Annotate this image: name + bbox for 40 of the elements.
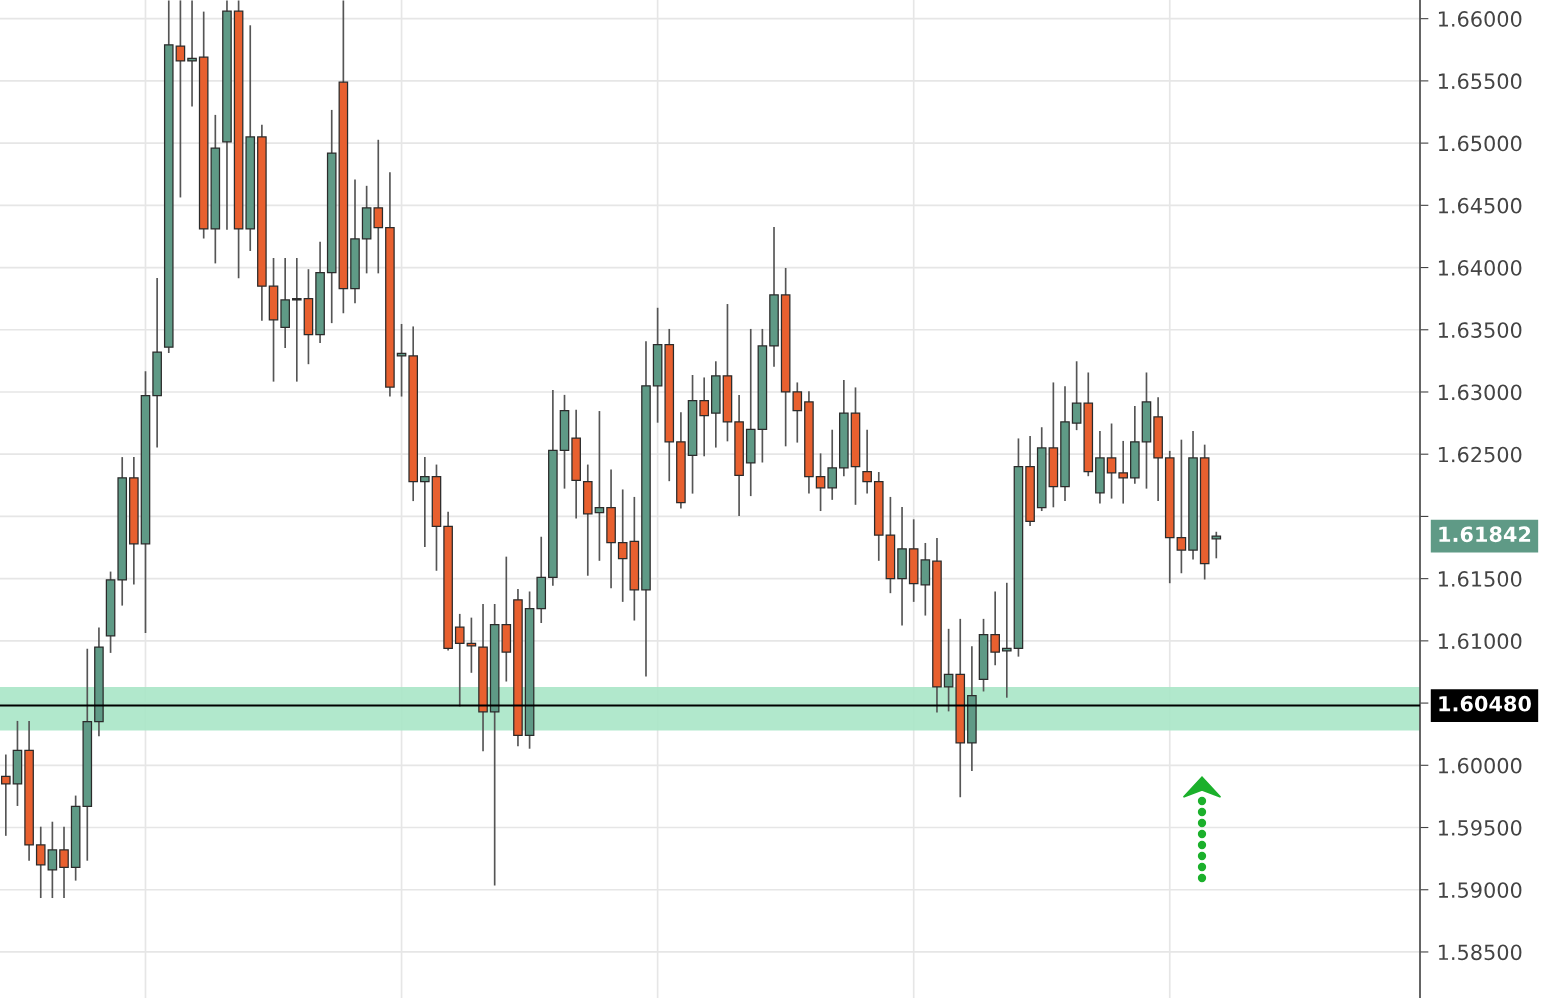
y-tick-label: 1.59000 (1438, 882, 1522, 898)
candlestick (1106, 423, 1117, 499)
candlestick (990, 591, 1000, 666)
y-tick-label: 1.63000 (1438, 384, 1522, 401)
y-tick-label: 1.58500 (1438, 944, 1522, 961)
candlestick (59, 826, 69, 899)
candlestick (792, 382, 803, 443)
candlestick (943, 628, 954, 712)
y-tick-label: 1.61000 (1438, 633, 1522, 650)
candlestick (827, 429, 838, 500)
text: 1.61842 (1439, 526, 1531, 543)
y-tick-label: 1.64000 (1438, 260, 1522, 276)
y-tick-label: 1.65000 (1438, 135, 1522, 152)
candlestick (1071, 361, 1082, 431)
y-tick-label: 1.65500 (1438, 73, 1522, 90)
y-tick-label: 1.62500 (1438, 446, 1522, 463)
candlestick (862, 429, 872, 494)
candlestick (594, 411, 605, 561)
candlestick (420, 457, 430, 548)
candlestick (373, 139, 384, 274)
y-tick-label: 1.59500 (1438, 819, 1522, 836)
candlestick (291, 257, 302, 382)
y-tick-label: 1.63500 (1438, 322, 1522, 338)
y-tick-label: 1.64500 (1438, 197, 1522, 214)
y-tick-label: 1.60000 (1438, 757, 1522, 774)
candlestick (47, 821, 58, 899)
candlestick (175, 0, 186, 198)
candlestick (35, 826, 46, 899)
candlestick (815, 453, 826, 512)
candlestick (699, 377, 709, 457)
candlestick (396, 323, 407, 397)
ref-line-label: 1.60480 (1439, 695, 1531, 712)
y-tick-label: 1.61500 (1438, 571, 1522, 587)
candlestick (1176, 439, 1187, 574)
candlestick (617, 489, 628, 602)
candlestick (187, 0, 197, 107)
y-tick-label: 1.66000 (1438, 11, 1522, 27)
candlestick (1, 754, 11, 836)
candlestick (454, 613, 465, 707)
candlestick (1118, 440, 1129, 504)
